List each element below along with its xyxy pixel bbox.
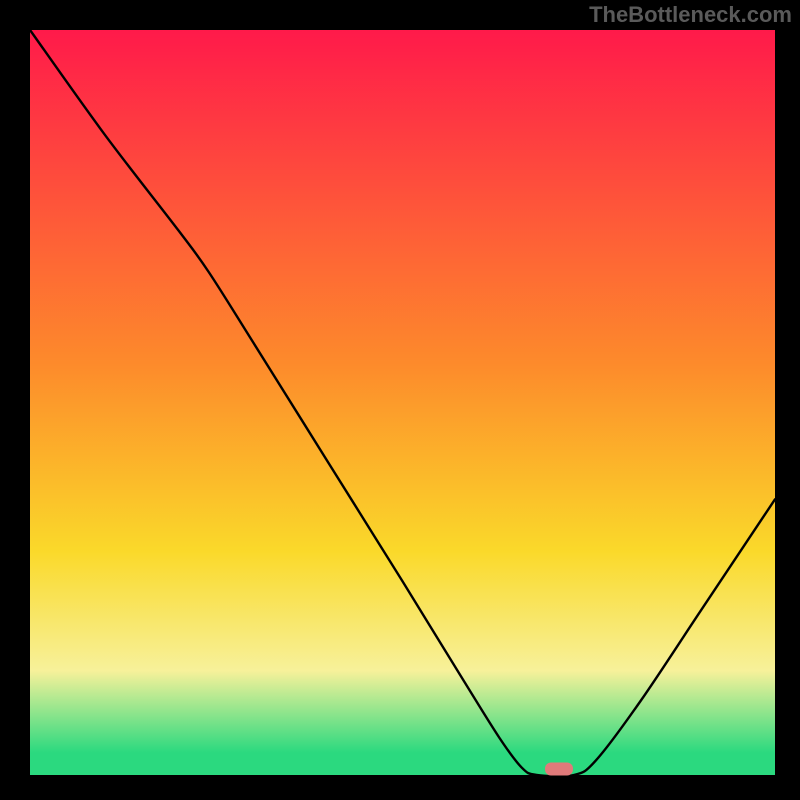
- chart-container: TheBottleneck.com: [0, 0, 800, 800]
- curve-path: [30, 30, 775, 776]
- bottleneck-curve: [30, 30, 775, 775]
- optimal-marker: [545, 763, 573, 776]
- plot-area: [30, 30, 775, 775]
- watermark-text: TheBottleneck.com: [589, 2, 792, 28]
